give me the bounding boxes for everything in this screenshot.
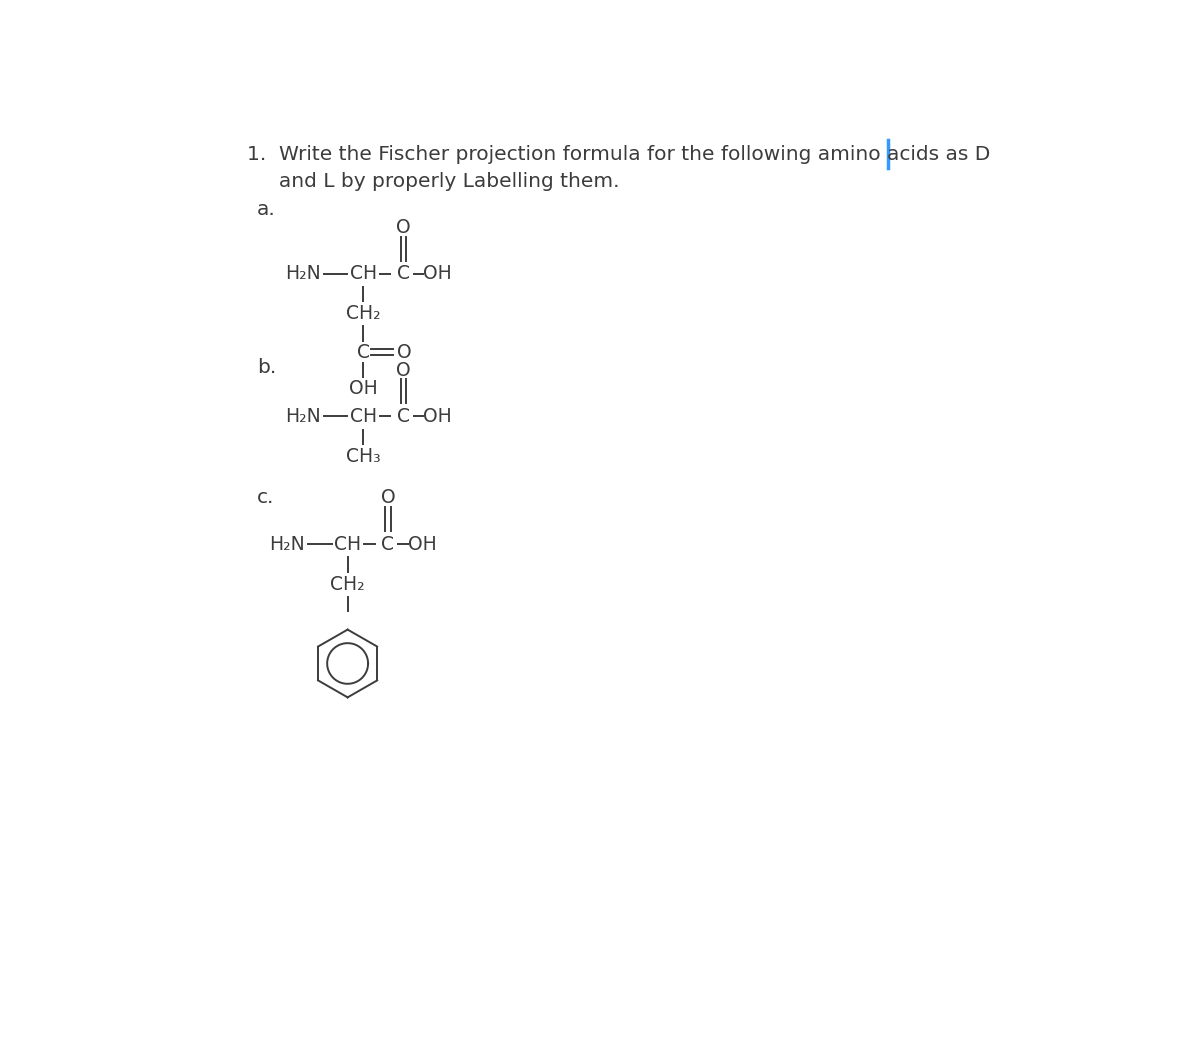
- Text: O: O: [397, 343, 412, 361]
- Text: and L by properly Labelling them.: and L by properly Labelling them.: [247, 172, 619, 191]
- Text: H₂N: H₂N: [269, 535, 305, 554]
- Text: C: C: [382, 535, 395, 554]
- Text: a.: a.: [257, 200, 276, 219]
- Text: CH₂: CH₂: [330, 575, 365, 593]
- Text: CH: CH: [334, 535, 361, 554]
- Text: OH: OH: [424, 265, 452, 284]
- Text: OH: OH: [349, 379, 378, 398]
- Text: CH₃: CH₃: [346, 446, 380, 466]
- Text: C: C: [397, 265, 410, 284]
- Text: O: O: [396, 360, 410, 379]
- Text: H₂N: H₂N: [284, 265, 320, 284]
- Text: CH: CH: [349, 265, 377, 284]
- Text: O: O: [396, 218, 410, 237]
- Text: CH₂: CH₂: [346, 304, 380, 323]
- Text: c.: c.: [257, 488, 275, 507]
- Text: H₂N: H₂N: [284, 407, 320, 426]
- Text: C: C: [397, 407, 410, 426]
- Text: O: O: [380, 488, 395, 507]
- Text: OH: OH: [408, 535, 437, 554]
- Text: CH: CH: [349, 407, 377, 426]
- Text: 1.  Write the Fischer projection formula for the following amino acids as D: 1. Write the Fischer projection formula …: [247, 145, 990, 164]
- Text: C: C: [356, 343, 370, 361]
- Text: b.: b.: [257, 357, 276, 376]
- Text: OH: OH: [424, 407, 452, 426]
